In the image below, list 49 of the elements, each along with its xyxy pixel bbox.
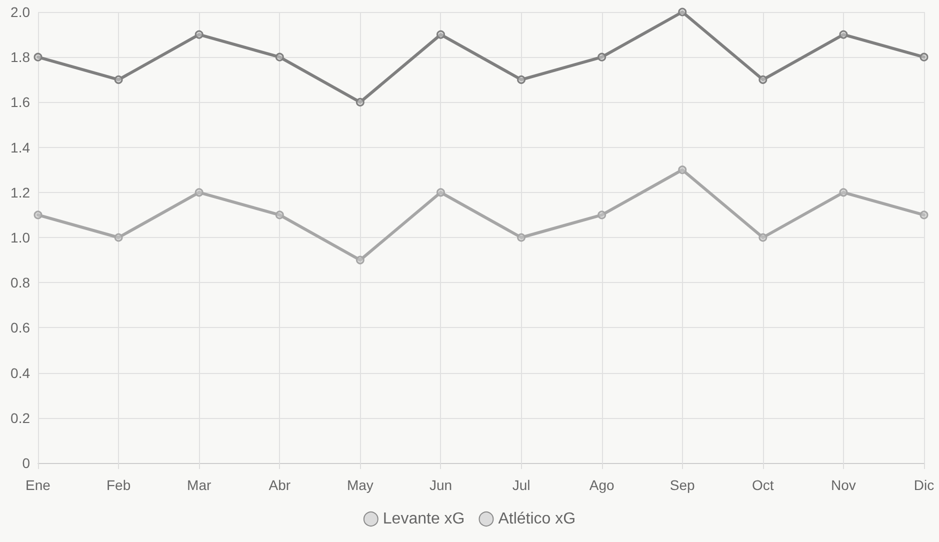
x-tick-label: Oct xyxy=(752,477,774,493)
point xyxy=(920,210,928,220)
x-tick-label: Mar xyxy=(187,477,212,493)
x-tick-label: Jun xyxy=(429,477,452,493)
y-tick-label: 1.6 xyxy=(10,94,30,110)
point xyxy=(356,98,364,106)
y-tick-label: 1.2 xyxy=(10,184,30,200)
x-tick-label: Jul xyxy=(512,477,530,493)
point xyxy=(194,188,204,197)
point xyxy=(598,210,606,220)
y-tick-label: 1.0 xyxy=(10,230,30,246)
point xyxy=(678,166,687,174)
x-tick-label: Abr xyxy=(268,477,291,493)
point xyxy=(758,233,768,242)
point xyxy=(114,75,123,84)
point xyxy=(436,188,445,197)
x-tick-label: Ene xyxy=(26,477,51,493)
point xyxy=(275,52,284,62)
point xyxy=(114,233,123,242)
point xyxy=(275,210,284,220)
legend-label: Levante xG xyxy=(382,510,465,528)
y-tick-label: 0.2 xyxy=(10,410,30,426)
y-tick-label: 2.0 xyxy=(10,4,30,20)
y-tick-label: 0.6 xyxy=(10,320,30,336)
x-tick-label: May xyxy=(346,477,374,493)
point xyxy=(839,30,848,39)
point xyxy=(34,52,42,62)
x-tick-label: Dic xyxy=(914,477,934,493)
x-tick-label: Feb xyxy=(106,477,131,493)
point xyxy=(758,75,768,84)
x-tick-label: Ago xyxy=(589,477,614,493)
y-tick-label: 0.4 xyxy=(10,364,30,381)
point xyxy=(517,233,526,242)
y-tick-label: 1.4 xyxy=(10,139,30,156)
y-tick-label: 0 xyxy=(22,455,30,471)
point xyxy=(920,52,928,62)
point xyxy=(356,256,364,264)
x-tick-label: Sep xyxy=(670,477,696,493)
point xyxy=(839,188,848,197)
point xyxy=(34,210,42,220)
point xyxy=(194,30,204,39)
point xyxy=(436,30,445,39)
point xyxy=(678,8,687,16)
point xyxy=(598,52,606,62)
x-tick-label: Nov xyxy=(831,477,856,493)
legend-label: Atlético xG xyxy=(498,510,576,528)
point xyxy=(517,75,526,84)
y-tick-label: 1.8 xyxy=(10,49,30,66)
y-tick-label: 0.8 xyxy=(10,274,30,291)
